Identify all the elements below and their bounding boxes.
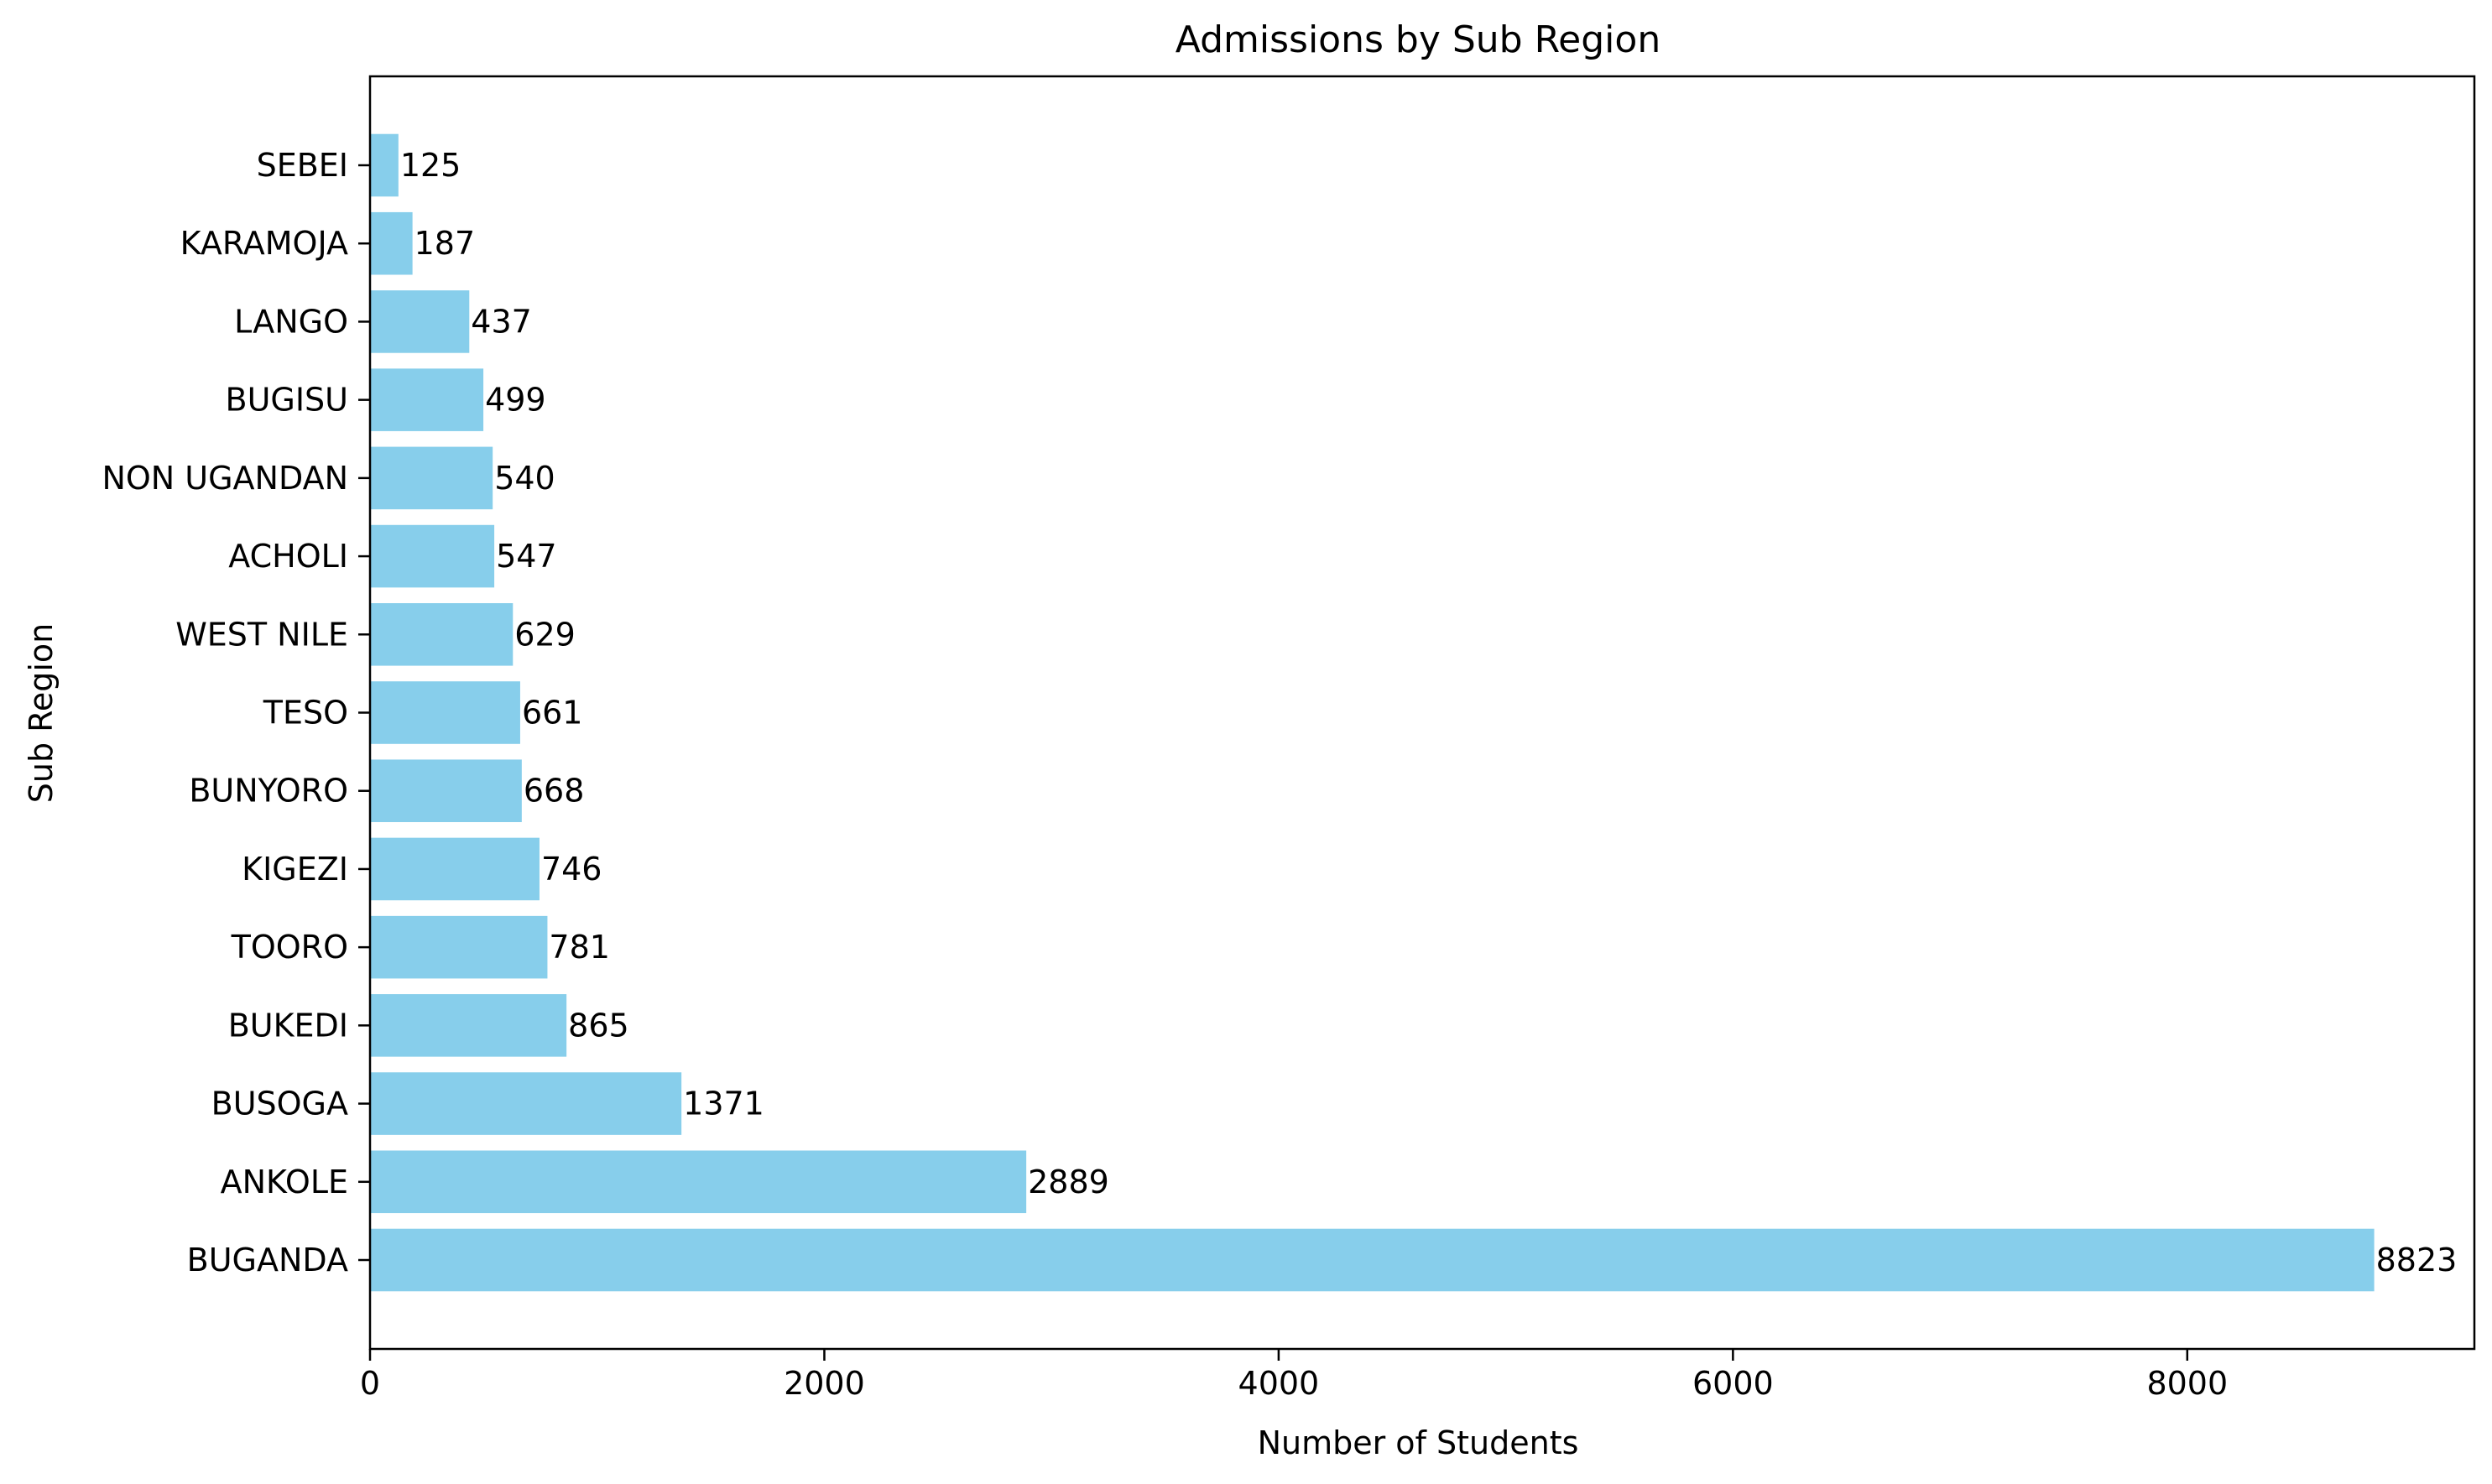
bar-teso [370, 681, 520, 744]
y-tick-label: NON UGANDAN [102, 460, 348, 497]
bar-karamoja [370, 211, 413, 275]
bar-value-label: 2889 [1028, 1164, 1109, 1200]
y-tick-label: KIGEZI [242, 851, 348, 888]
bar-bunyoro [370, 759, 522, 822]
y-tick-label: TESO [263, 695, 348, 732]
bar-value-label: 1371 [683, 1086, 764, 1122]
y-axis: BUGANDA ANKOLE BUSOGA BUKEDI TOORO KIGEZI BUNY… [102, 147, 370, 1278]
y-tick-label: LANGO [234, 303, 348, 340]
bar-value-label: 865 [568, 1007, 629, 1044]
y-tick-label: WEST NILE [175, 616, 348, 653]
y-tick-label: BUGISU [226, 382, 348, 419]
y-tick-label: BUNYORO [189, 773, 348, 810]
x-axis: 0 2000 4000 6000 8000 [360, 1349, 2228, 1402]
bar-value-label: 125 [400, 147, 461, 184]
plot-frame [368, 75, 2476, 1351]
y-tick-label: SEBEI [257, 147, 348, 184]
y-tick-label: BUKEDI [228, 1007, 348, 1044]
bar-busoga [370, 1072, 682, 1135]
bar-value-label: 629 [514, 616, 576, 653]
bar-value-label: 187 [414, 225, 476, 262]
bar-buganda [370, 1228, 2375, 1292]
bar-bukedi [370, 994, 567, 1057]
bar-value-label: 668 [524, 773, 585, 810]
bar-non-ugandan [370, 446, 493, 510]
bar-acholi [370, 524, 495, 588]
x-tick-label: 8000 [2146, 1365, 2228, 1402]
y-tick-label: KARAMOJA [180, 225, 348, 262]
bar-ankole [370, 1150, 1027, 1214]
bar-value-label: 437 [471, 303, 532, 340]
y-tick-label: ANKOLE [221, 1164, 348, 1200]
y-tick-label: BUSOGA [211, 1086, 348, 1122]
bar-sebei [370, 133, 399, 197]
y-tick-label: ACHOLI [228, 538, 348, 575]
bar-bugisu [370, 368, 484, 431]
bar-value-label: 781 [549, 929, 610, 966]
bar-value-label: 499 [485, 382, 546, 419]
y-axis-label: Sub Region [23, 623, 60, 804]
x-axis-label: Number of Students [1258, 1424, 1579, 1461]
bar-lango [370, 290, 470, 353]
bar-value-label: 547 [496, 538, 557, 575]
value-labels-group: 8823 2889 1371 865 781 746 668 661 629 547 540 499 4… [400, 147, 2457, 1278]
x-tick-label: 2000 [784, 1365, 865, 1402]
bar-value-label: 746 [541, 851, 602, 888]
bars-group [370, 133, 2375, 1292]
x-tick-label: 0 [360, 1365, 380, 1402]
bar-tooro [370, 915, 548, 979]
x-tick-label: 4000 [1238, 1365, 1320, 1402]
chart-title: Admissions by Sub Region [1176, 18, 1660, 61]
bar-value-label: 540 [494, 460, 555, 497]
bar-value-label: 661 [522, 695, 583, 732]
y-tick-label: BUGANDA [187, 1242, 348, 1278]
bar-west-nile [370, 603, 514, 666]
x-tick-label: 6000 [1692, 1365, 1774, 1402]
bar-kigezi [370, 837, 540, 901]
bar-value-label: 8823 [2376, 1242, 2458, 1278]
y-tick-label: TOORO [231, 929, 348, 966]
